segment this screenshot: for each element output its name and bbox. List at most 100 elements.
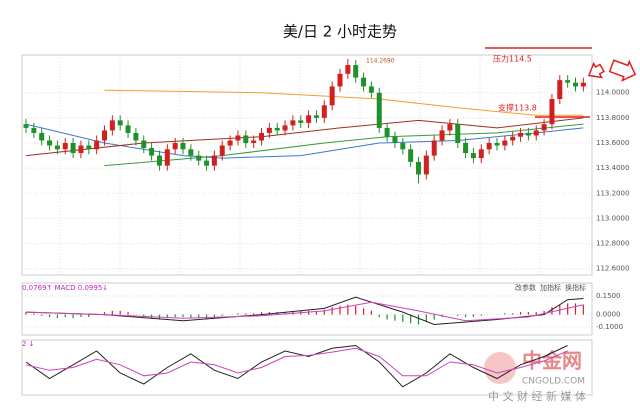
indicator-line bbox=[25, 347, 568, 377]
candle-body bbox=[54, 145, 60, 150]
candle-body bbox=[23, 124, 29, 128]
candle-body bbox=[573, 82, 578, 87]
candle-body bbox=[196, 155, 202, 161]
candle-body bbox=[439, 130, 445, 141]
candle-body bbox=[353, 65, 359, 78]
up-arrow bbox=[587, 61, 605, 79]
candle-body bbox=[478, 149, 484, 159]
chart-title: 美/日 2 小时走势 bbox=[283, 23, 397, 41]
candle-body bbox=[431, 140, 437, 156]
candle-body bbox=[47, 140, 53, 146]
candle-body bbox=[361, 77, 367, 87]
indicator-line bbox=[104, 89, 584, 116]
candle-body bbox=[204, 160, 210, 166]
candle-body bbox=[188, 149, 194, 156]
candle-body bbox=[565, 80, 571, 83]
indicator-line bbox=[25, 301, 584, 322]
candle-body bbox=[78, 145, 84, 154]
y-tick-label: 113.0000 bbox=[596, 214, 629, 222]
candle-body bbox=[31, 127, 37, 133]
candle-body bbox=[525, 132, 531, 136]
candle-body bbox=[329, 86, 335, 106]
candle-body bbox=[235, 135, 241, 141]
y-tick-label: 112.8000 bbox=[596, 240, 629, 248]
candle-body bbox=[368, 86, 374, 93]
candle-body bbox=[298, 120, 304, 123]
watermark-slogan: 中 文 财 经 新 媒 体 bbox=[488, 389, 586, 403]
support-label: 支撑113.8 bbox=[498, 103, 537, 113]
candle-body bbox=[463, 143, 469, 154]
candle-body bbox=[384, 127, 390, 137]
candle-body bbox=[62, 143, 68, 150]
candle-body bbox=[423, 155, 429, 175]
y-tick-label: -0.1000 bbox=[596, 323, 623, 331]
candle-body bbox=[274, 127, 280, 131]
y-tick-label: 0.0000 bbox=[596, 311, 621, 319]
candle-body bbox=[243, 135, 249, 143]
osc-frame bbox=[21, 339, 593, 396]
candle-body bbox=[94, 140, 100, 150]
y-tick-label: 113.2000 bbox=[596, 189, 629, 197]
candle-body bbox=[416, 161, 421, 175]
watermark-site: CNGOLD.COM bbox=[522, 377, 585, 387]
indicator-line bbox=[25, 123, 584, 159]
button[interactable]: 换指标 bbox=[565, 283, 586, 292]
candle-body bbox=[502, 140, 508, 146]
candle-body bbox=[313, 115, 319, 118]
button[interactable]: 加指标 bbox=[540, 283, 561, 292]
indicator-line bbox=[25, 296, 584, 326]
macd-header: 0.0769↑ MACD 0.0995↓ bbox=[22, 284, 108, 292]
candle-body bbox=[376, 92, 382, 128]
candle-body bbox=[102, 130, 107, 141]
y-tick-label: 112.6000 bbox=[596, 265, 629, 273]
candle-body bbox=[117, 120, 123, 126]
candle-body bbox=[125, 125, 131, 133]
right-arrow bbox=[608, 59, 637, 82]
candle-body bbox=[392, 136, 398, 143]
y-tick-label: 113.8000 bbox=[596, 114, 629, 122]
candle-body bbox=[400, 143, 406, 150]
candle-body bbox=[141, 140, 147, 149]
button[interactable]: 改参数 bbox=[515, 283, 536, 292]
candle-body bbox=[211, 155, 217, 166]
main-frame bbox=[21, 54, 593, 276]
candle-body bbox=[306, 115, 312, 123]
candle-body bbox=[321, 105, 327, 118]
candle-body bbox=[486, 143, 492, 150]
candle-body bbox=[156, 155, 162, 166]
watermark-brand: 中金网 bbox=[522, 349, 582, 373]
candle-body bbox=[219, 145, 225, 156]
candle-body bbox=[557, 80, 563, 99]
y-tick-label: 113.4000 bbox=[596, 164, 629, 172]
candle-body bbox=[580, 82, 586, 87]
candle-body bbox=[266, 127, 272, 133]
candle-body bbox=[133, 132, 139, 141]
candle-body bbox=[455, 124, 461, 143]
candle-body bbox=[345, 65, 351, 74]
candle-body bbox=[549, 99, 555, 125]
candle-body bbox=[109, 120, 115, 131]
indicator-line bbox=[104, 123, 584, 167]
candle-body bbox=[337, 73, 343, 87]
candle-body bbox=[408, 149, 414, 162]
candle-body bbox=[290, 120, 296, 126]
candle-body bbox=[227, 140, 233, 146]
macd-frame bbox=[21, 282, 593, 336]
candle-body bbox=[164, 149, 170, 166]
candle-body bbox=[494, 143, 500, 146]
candle-body bbox=[282, 125, 288, 131]
candle-body bbox=[510, 136, 516, 141]
candle-body bbox=[259, 132, 264, 141]
y-tick-label: 0.1500 bbox=[596, 292, 621, 300]
candle-body bbox=[447, 124, 453, 131]
candle-body bbox=[86, 145, 92, 150]
candle-body bbox=[533, 130, 539, 136]
candle-body bbox=[518, 132, 524, 137]
indicator-line bbox=[25, 344, 568, 388]
candle-body bbox=[39, 132, 45, 141]
candle-body bbox=[470, 153, 476, 159]
candle-body bbox=[541, 124, 547, 131]
candle-body bbox=[172, 143, 178, 150]
osc-header: 2 ↓ bbox=[22, 340, 35, 348]
